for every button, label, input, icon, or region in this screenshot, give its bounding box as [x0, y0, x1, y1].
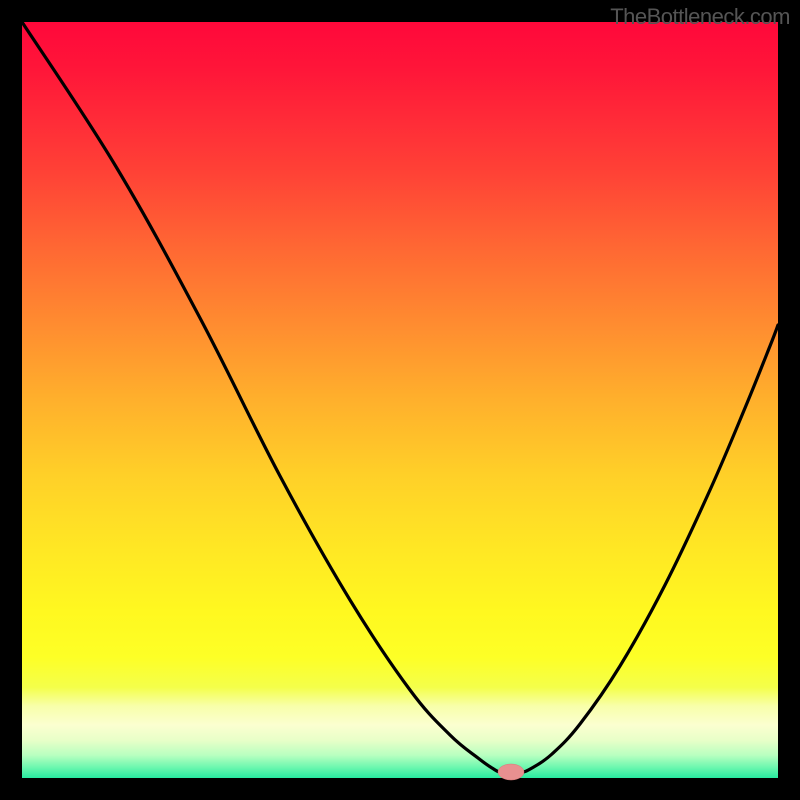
minimum-marker [498, 764, 524, 780]
watermark-text: TheBottleneck.com [610, 4, 790, 30]
bottleneck-chart [0, 0, 800, 800]
plot-gradient-background [22, 22, 778, 778]
